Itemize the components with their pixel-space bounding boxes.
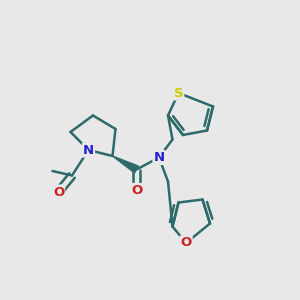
Text: O: O — [53, 185, 64, 199]
Polygon shape — [112, 156, 138, 173]
Text: N: N — [153, 151, 165, 164]
Text: O: O — [131, 184, 142, 197]
Text: O: O — [180, 236, 192, 250]
Text: N: N — [83, 143, 94, 157]
Text: S: S — [174, 86, 183, 100]
